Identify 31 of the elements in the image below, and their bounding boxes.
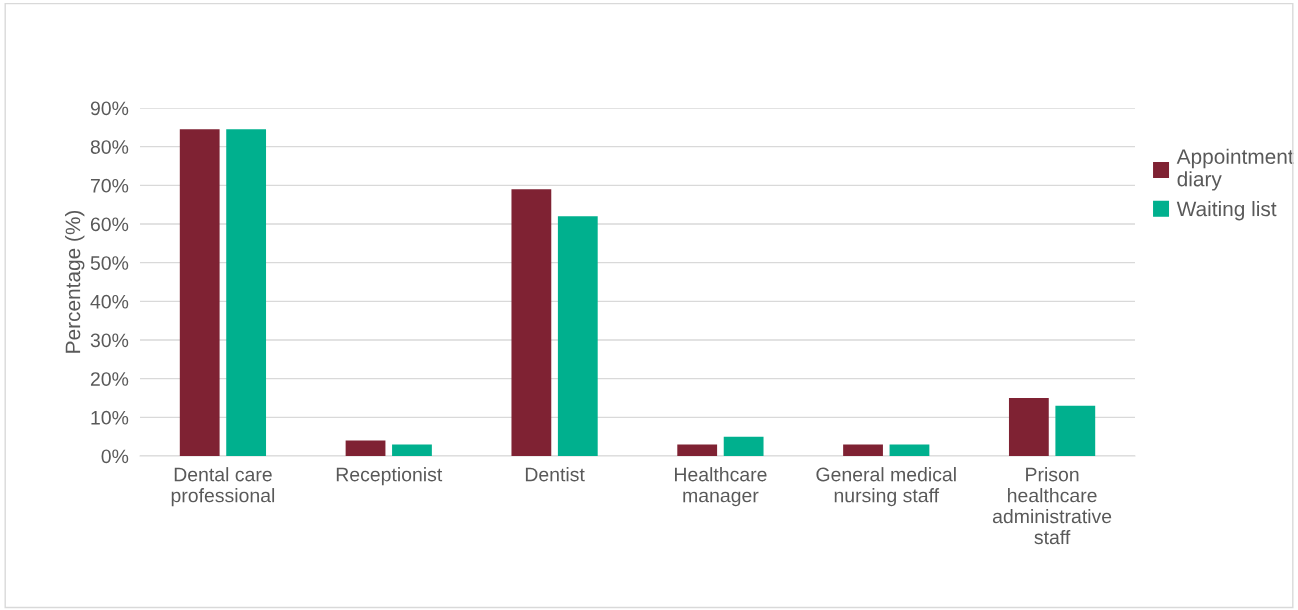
x-tick-label: Receptionist: [336, 467, 443, 486]
bar: [723, 436, 764, 456]
x-tick-label: Dental care professional: [171, 467, 275, 507]
bar: [557, 216, 598, 456]
bar: [1008, 398, 1049, 456]
bar: [345, 440, 386, 456]
bar: [179, 129, 220, 456]
bar: [226, 129, 267, 456]
bar: [843, 444, 883, 456]
y-tick-label: 80%: [90, 140, 129, 154]
y-tick-label: 0%: [101, 449, 129, 464]
bar: [392, 444, 432, 456]
bar: [1055, 405, 1096, 456]
x-tick-label: General medical nursing staff: [816, 467, 956, 507]
y-tick-label: 10%: [91, 410, 129, 425]
y-tick-label: 90%: [90, 101, 129, 116]
legend-label: Waiting list: [1176, 200, 1277, 221]
bar: [677, 444, 718, 456]
x-tick-label: Dentist: [525, 467, 585, 482]
y-tick-label: 40%: [90, 294, 129, 309]
y-tick-label: 60%: [90, 217, 129, 232]
x-tick-label: Prison healthcare administrative staff: [992, 467, 1112, 545]
bar: [889, 444, 930, 456]
y-tick-label: 70%: [90, 178, 129, 193]
x-tick-label: Healthcare manager: [675, 467, 767, 507]
y-tick-label: 50%: [90, 256, 129, 270]
y-tick-label: 20%: [90, 372, 129, 386]
y-tick-label: 30%: [90, 333, 129, 348]
y-axis-title: Percentage (%): [65, 210, 85, 353]
legend-label: Appointment diary: [1176, 148, 1294, 191]
bar: [511, 189, 552, 456]
